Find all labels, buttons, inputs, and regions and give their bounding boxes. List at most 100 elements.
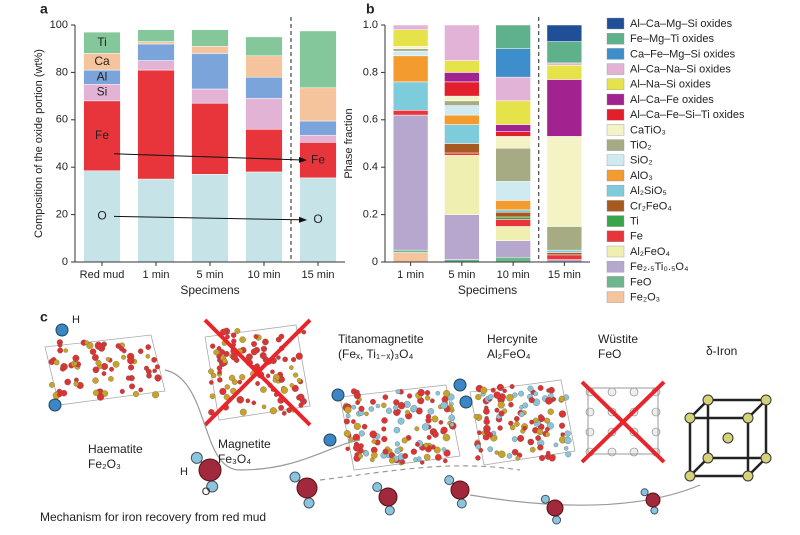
atom: [133, 391, 140, 398]
segment-label: Ca: [94, 54, 110, 68]
atom: [208, 368, 214, 375]
atom: [389, 457, 396, 464]
flow-path: [319, 465, 521, 481]
atom: [475, 393, 482, 401]
atom: [528, 397, 535, 404]
atom: [518, 411, 525, 418]
panel-label: b: [366, 1, 375, 17]
legend-swatch: [606, 261, 625, 273]
atom: [208, 409, 215, 416]
legend-label: FeO: [630, 276, 652, 288]
legend-label: Ti: [630, 216, 639, 228]
cube-face: [688, 416, 750, 478]
bar-segment: [495, 136, 531, 149]
bar-segment: [299, 87, 337, 122]
atom: [402, 453, 409, 459]
atom: [494, 450, 499, 455]
atom: [236, 396, 244, 404]
atom: [108, 376, 114, 382]
atom: [478, 447, 484, 453]
atom: [547, 408, 554, 415]
segment-label: Al: [97, 69, 108, 83]
atom: [259, 352, 267, 359]
atom: [129, 383, 136, 390]
atom: [427, 408, 435, 415]
legend-swatch: [606, 63, 625, 75]
atom: [527, 385, 534, 392]
bar-segment: [495, 24, 531, 49]
bar-segment: [137, 60, 175, 71]
atom: [423, 442, 429, 448]
segment-label: Fe: [311, 152, 325, 166]
atom: [529, 419, 535, 425]
y-tick-label: 0.4: [363, 161, 378, 173]
atom: [84, 340, 89, 345]
bar-segment: [83, 100, 121, 172]
atom: [425, 417, 432, 424]
atom: [684, 412, 696, 424]
legend-label: TiO₂: [630, 140, 652, 152]
atom: [260, 345, 268, 352]
y-tick-label: 40: [56, 161, 68, 173]
segment-label: Fe: [95, 128, 109, 142]
atom: [607, 447, 617, 457]
atom: [368, 406, 375, 412]
stage-label: H: [180, 466, 188, 478]
oxygen: [645, 492, 661, 508]
y-tick-label: 0.8: [363, 66, 378, 78]
bar-segment: [495, 200, 531, 211]
bar-segment: [245, 36, 283, 57]
atom: [522, 425, 527, 431]
bar-segment: [137, 41, 175, 45]
atom: [442, 433, 451, 442]
atom: [382, 394, 389, 400]
atom: [651, 407, 661, 417]
atom: [483, 428, 491, 436]
atom: [291, 384, 299, 392]
legend-label: Fe–Mg–Ti oxides: [630, 33, 714, 45]
x-tick-label: 1 min: [397, 269, 424, 281]
bar-segment: [245, 76, 283, 99]
bar-segment: [392, 46, 429, 49]
atom: [128, 364, 135, 371]
x-tick-label: 10 min: [497, 269, 530, 281]
atom: [239, 408, 247, 416]
stage-label: Al₂FeO₄: [487, 347, 531, 361]
atom: [370, 398, 376, 405]
bar-segment: [495, 124, 531, 132]
atom: [381, 435, 388, 443]
atom: [401, 437, 408, 444]
atom: [684, 470, 696, 482]
bar-segment: [392, 55, 429, 83]
y-tick-label: 0.6: [363, 114, 378, 126]
bar-segment: [392, 110, 429, 116]
atom: [498, 410, 505, 417]
atom: [381, 402, 387, 408]
atom: [270, 369, 275, 375]
atom: [431, 415, 439, 423]
atom: [255, 381, 261, 386]
atom: [415, 442, 420, 447]
atom: [219, 387, 227, 395]
atom: [296, 378, 302, 383]
atom: [53, 359, 60, 366]
atom: [213, 349, 220, 356]
atom: [293, 372, 299, 378]
atom: [511, 436, 518, 442]
atom: [560, 432, 565, 437]
bar-segment: [191, 53, 229, 90]
atom: [702, 394, 714, 406]
atom: [250, 348, 258, 356]
atom: [225, 334, 230, 340]
bar-segment: [245, 55, 283, 78]
atom: [251, 341, 257, 347]
bar-segment: [299, 134, 337, 143]
bar-segment: [137, 29, 175, 42]
atom: [234, 328, 241, 334]
bar-segment: [495, 48, 531, 78]
atom: [410, 404, 418, 412]
atom: [345, 413, 351, 419]
atom: [494, 407, 500, 413]
atom: [424, 390, 431, 396]
